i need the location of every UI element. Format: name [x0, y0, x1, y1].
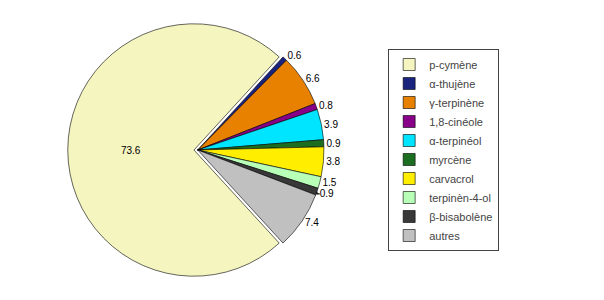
svg-text:7.4: 7.4 — [305, 217, 319, 228]
svg-text:carvacrol: carvacrol — [429, 173, 474, 185]
svg-text:β-bisabolène: β-bisabolène — [429, 211, 492, 223]
svg-text:terpinèn-4-ol: terpinèn-4-ol — [429, 192, 491, 204]
svg-text:1.5: 1.5 — [322, 177, 336, 188]
svg-text:6.6: 6.6 — [306, 73, 320, 84]
svg-text:0.9: 0.9 — [320, 188, 334, 199]
svg-text:0.9: 0.9 — [327, 138, 341, 149]
svg-text:γ-terpinène: γ-terpinène — [429, 97, 484, 109]
svg-text:myrcène: myrcène — [429, 154, 471, 166]
svg-text:3.8: 3.8 — [326, 156, 340, 167]
svg-text:autres: autres — [429, 230, 460, 242]
svg-text:p-cymène: p-cymène — [429, 59, 477, 71]
svg-text:73.6: 73.6 — [121, 145, 141, 156]
svg-text:0.6: 0.6 — [287, 50, 301, 61]
svg-text:3.9: 3.9 — [324, 119, 338, 130]
svg-text:0.8: 0.8 — [319, 100, 333, 111]
svg-text:α-terpinéol: α-terpinéol — [429, 135, 481, 147]
svg-text:α-thujène: α-thujène — [429, 78, 475, 90]
svg-text:1,8-cinéole: 1,8-cinéole — [429, 116, 483, 128]
